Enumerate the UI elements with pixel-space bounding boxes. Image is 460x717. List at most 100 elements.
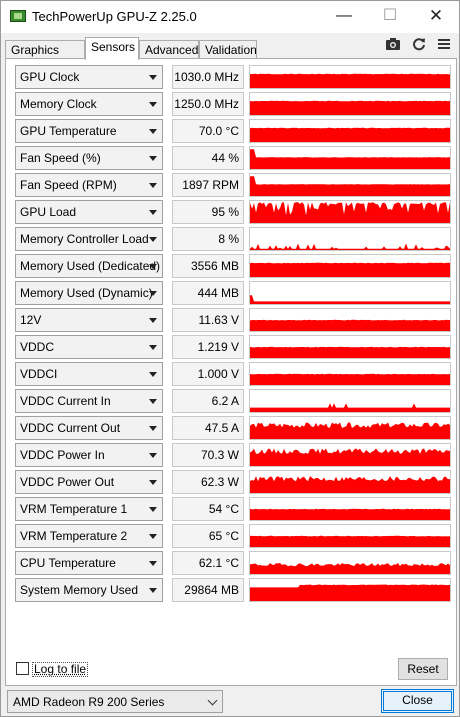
sensor-name-dropdown[interactable]: VDDC [15, 335, 163, 359]
sensor-graph-area [250, 508, 450, 520]
gpu-select-value: AMD Radeon R9 200 Series [13, 695, 165, 709]
dropdown-caret-icon [149, 345, 157, 350]
dropdown-caret-icon [149, 480, 157, 485]
sensor-name: Memory Used (Dedicated) [20, 259, 161, 273]
reset-button[interactable]: Reset [398, 658, 448, 680]
sensor-graph[interactable] [249, 173, 451, 197]
gpu-select-dropdown[interactable]: AMD Radeon R9 200 Series [7, 690, 223, 713]
sensor-name-dropdown[interactable]: Memory Clock [15, 92, 163, 116]
sensor-name-dropdown[interactable]: Memory Used (Dedicated) [15, 254, 163, 278]
sensor-name-dropdown[interactable]: VDDC Power Out [15, 470, 163, 494]
sensor-value: 62.1 °C [172, 551, 244, 575]
close-button[interactable]: Close [381, 689, 454, 713]
log-to-file-checkbox[interactable] [16, 662, 29, 675]
sensor-row: VDDCI 1.000 V [15, 362, 451, 386]
sensor-name-dropdown[interactable]: GPU Clock [15, 65, 163, 89]
sensor-row: Fan Speed (RPM) 1897 RPM [15, 173, 451, 197]
sensor-row: Memory Used (Dynamic) 444 MB [15, 281, 451, 305]
sensor-graph[interactable] [249, 227, 451, 251]
sensor-name-dropdown[interactable]: Memory Used (Dynamic) [15, 281, 163, 305]
dropdown-caret-icon [149, 291, 157, 296]
sensor-row: CPU Temperature 62.1 °C [15, 551, 451, 575]
sensor-name-dropdown[interactable]: GPU Load [15, 200, 163, 224]
sensor-value: 6.2 A [172, 389, 244, 413]
sensor-graph[interactable] [249, 389, 451, 413]
sensor-name: 12V [20, 313, 42, 327]
sensor-value: 1.219 V [172, 335, 244, 359]
camera-icon[interactable] [384, 37, 402, 53]
sensor-graph[interactable] [249, 65, 451, 89]
sensor-name: VRM Temperature 2 [20, 529, 128, 543]
sensor-graph-area [250, 262, 450, 277]
sensor-graph-area [250, 535, 450, 547]
sensor-name-dropdown[interactable]: Memory Controller Load [15, 227, 163, 251]
sensor-name: GPU Load [20, 205, 77, 219]
sensor-value: 70.3 W [172, 443, 244, 467]
tab-graphics-card[interactable]: Graphics Card [5, 40, 85, 71]
sensor-graph[interactable] [249, 146, 451, 170]
close-window-button[interactable]: ✕ [428, 6, 444, 25]
sensor-graph[interactable] [249, 254, 451, 278]
sensor-graph[interactable] [249, 416, 451, 440]
dropdown-caret-icon [149, 129, 157, 134]
sensor-value: 62.3 W [172, 470, 244, 494]
sensor-value: 65 °C [172, 524, 244, 548]
sensor-graph[interactable] [249, 335, 451, 359]
sensor-name-dropdown[interactable]: VDDC Current Out [15, 416, 163, 440]
hamburger-icon[interactable] [435, 37, 453, 53]
sensor-name: Memory Clock [20, 97, 97, 111]
sensor-name-dropdown[interactable]: VRM Temperature 2 [15, 524, 163, 548]
sensor-name-dropdown[interactable]: VDDCI [15, 362, 163, 386]
dropdown-caret-icon [149, 318, 157, 323]
sensor-name: GPU Temperature [20, 124, 117, 138]
sensor-name-dropdown[interactable]: VDDC Power In [15, 443, 163, 467]
log-to-file-label[interactable]: Log to file [32, 662, 89, 677]
sensor-name: VDDCI [20, 367, 58, 381]
sensor-graph[interactable] [249, 578, 451, 602]
sensor-name-dropdown[interactable]: VDDC Current In [15, 389, 163, 413]
sensor-name-dropdown[interactable]: CPU Temperature [15, 551, 163, 575]
sensor-row: Fan Speed (%) 44 % [15, 146, 451, 170]
sensor-name: VDDC [20, 340, 55, 354]
sensor-graph[interactable] [249, 443, 451, 467]
dropdown-caret-icon [149, 183, 157, 188]
sensor-name-dropdown[interactable]: 12V [15, 308, 163, 332]
maximize-button[interactable]: ☐ [382, 7, 398, 24]
sensor-row: 12V 11.63 V [15, 308, 451, 332]
sensor-graph[interactable] [249, 524, 451, 548]
tab-advanced[interactable]: Advanced [139, 40, 199, 59]
sensor-graph[interactable] [249, 470, 451, 494]
dropdown-caret-icon [149, 561, 157, 566]
sensor-name-dropdown[interactable]: GPU Temperature [15, 119, 163, 143]
dropdown-caret-icon [149, 426, 157, 431]
sensor-name: CPU Temperature [20, 556, 116, 570]
sensor-graph-area [250, 563, 450, 574]
sensor-name: VRM Temperature 1 [20, 502, 128, 516]
sensor-graph-area [250, 127, 450, 142]
gpuz-app-icon [10, 10, 26, 22]
sensor-graph-area [250, 100, 450, 115]
dropdown-caret-icon [149, 399, 157, 404]
sensor-graph-area [250, 243, 450, 250]
sensor-name-dropdown[interactable]: System Memory Used [15, 578, 163, 602]
sensor-name-dropdown[interactable]: Fan Speed (%) [15, 146, 163, 170]
tab-sensors[interactable]: Sensors [85, 37, 139, 60]
sensor-name-dropdown[interactable]: Fan Speed (RPM) [15, 173, 163, 197]
refresh-icon[interactable] [410, 37, 428, 53]
sensor-value: 1250.0 MHz [172, 92, 244, 116]
sensor-graph[interactable] [249, 551, 451, 575]
sensor-name: VDDC Power In [20, 448, 105, 462]
sensor-graph[interactable] [249, 200, 451, 224]
minimize-button[interactable]: — [336, 7, 352, 24]
sensor-graph[interactable] [249, 497, 451, 521]
sensor-graph[interactable] [249, 362, 451, 386]
sensor-graph[interactable] [249, 308, 451, 332]
sensor-name-dropdown[interactable]: VRM Temperature 1 [15, 497, 163, 521]
sensor-row: GPU Clock 1030.0 MHz [15, 65, 451, 89]
title-bar: TechPowerUp GPU-Z 2.25.0 — ☐ ✕ [1, 1, 459, 33]
sensor-graph[interactable] [249, 92, 451, 116]
sensor-value: 95 % [172, 200, 244, 224]
sensor-graph[interactable] [249, 281, 451, 305]
tab-validation[interactable]: Validation [199, 40, 257, 59]
sensor-graph[interactable] [249, 119, 451, 143]
